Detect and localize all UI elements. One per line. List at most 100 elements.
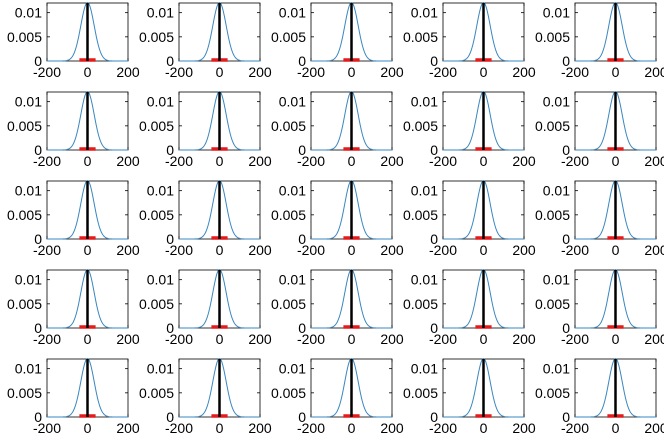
x-tick-label: 0 [612,420,620,436]
x-tick-label: 0 [480,420,488,436]
x-tick-label: 200 [248,242,272,258]
x-tick-label: 200 [644,331,664,347]
x-tick-label: -200 [561,64,589,80]
x-tick-label: 0 [612,153,620,169]
y-tick-label: 0 [430,53,438,69]
y-tick-label: 0 [34,142,42,158]
y-tick-label: 0 [562,142,570,158]
y-tick-label: 0.01 [15,183,42,199]
x-tick-label: 0 [612,242,620,258]
y-tick-label: 0.01 [411,272,438,288]
x-tick-label: 0 [348,153,356,169]
y-tick-label: 0.01 [543,5,570,21]
x-tick-label: 200 [644,153,664,169]
x-tick-label: -200 [561,153,589,169]
x-tick-label: 0 [612,64,620,80]
y-tick-label: 0 [166,231,174,247]
x-tick-label: -200 [297,153,325,169]
x-tick-label: 200 [512,153,536,169]
y-tick-label: 0.005 [403,29,438,45]
x-tick-label: 0 [216,331,224,347]
y-tick-label: 0 [298,320,306,336]
density-curve [443,269,524,329]
density-curve [47,91,128,151]
x-tick-label: -200 [165,64,193,80]
x-tick-label: 0 [480,153,488,169]
y-tick-label: 0 [298,142,306,158]
x-tick-label: -200 [429,153,457,169]
y-tick-label: 0.01 [15,5,42,21]
x-tick-label: 200 [644,420,664,436]
x-tick-label: -200 [165,420,193,436]
y-tick-label: 0 [298,53,306,69]
x-tick-label: -200 [561,331,589,347]
y-tick-label: 0.01 [147,361,174,377]
y-tick-label: 0.01 [543,361,570,377]
y-tick-label: 0 [34,409,42,425]
y-tick-label: 0.005 [403,207,438,223]
x-tick-label: 0 [84,242,92,258]
x-tick-label: 200 [644,64,664,80]
y-tick-label: 0 [298,231,306,247]
y-tick-label: 0.01 [279,272,306,288]
density-curve [179,91,260,151]
y-tick-label: 0.01 [279,361,306,377]
x-tick-label: 200 [116,153,140,169]
y-tick-label: 0.01 [543,183,570,199]
density-curve [311,91,392,151]
density-curve [575,180,656,240]
x-tick-label: 200 [116,420,140,436]
x-tick-label: 200 [380,64,404,80]
y-tick-label: 0 [562,409,570,425]
y-tick-label: 0 [430,409,438,425]
x-tick-label: 200 [116,331,140,347]
density-curve [575,358,656,418]
y-tick-label: 0.01 [279,5,306,21]
density-curve [443,180,524,240]
y-tick-label: 0.005 [535,207,570,223]
x-tick-label: -200 [429,331,457,347]
y-tick-label: 0 [166,142,174,158]
density-curve [575,2,656,62]
x-tick-label: 200 [248,331,272,347]
x-tick-label: -200 [429,420,457,436]
y-tick-label: 0 [166,53,174,69]
x-tick-label: 0 [480,64,488,80]
y-tick-label: 0.005 [271,296,306,312]
x-tick-label: 200 [380,331,404,347]
x-tick-label: 200 [644,242,664,258]
y-tick-label: 0.005 [271,118,306,134]
y-tick-label: 0.005 [535,296,570,312]
y-tick-label: 0.005 [535,385,570,401]
x-tick-label: -200 [561,242,589,258]
y-tick-label: 0.01 [411,361,438,377]
x-tick-label: -200 [33,242,61,258]
y-tick-label: 0 [562,320,570,336]
y-tick-label: 0.005 [7,385,42,401]
y-tick-label: 0.01 [411,183,438,199]
density-curve [179,180,260,240]
y-tick-label: 0.01 [147,94,174,110]
y-tick-label: 0.005 [7,296,42,312]
x-tick-label: 200 [248,420,272,436]
density-curve [311,358,392,418]
x-tick-label: 0 [84,331,92,347]
x-tick-label: 0 [348,331,356,347]
y-tick-label: 0.01 [15,94,42,110]
x-tick-label: 200 [248,64,272,80]
density-curve [47,269,128,329]
x-tick-label: 200 [512,331,536,347]
x-tick-label: 200 [116,242,140,258]
density-curve [443,358,524,418]
